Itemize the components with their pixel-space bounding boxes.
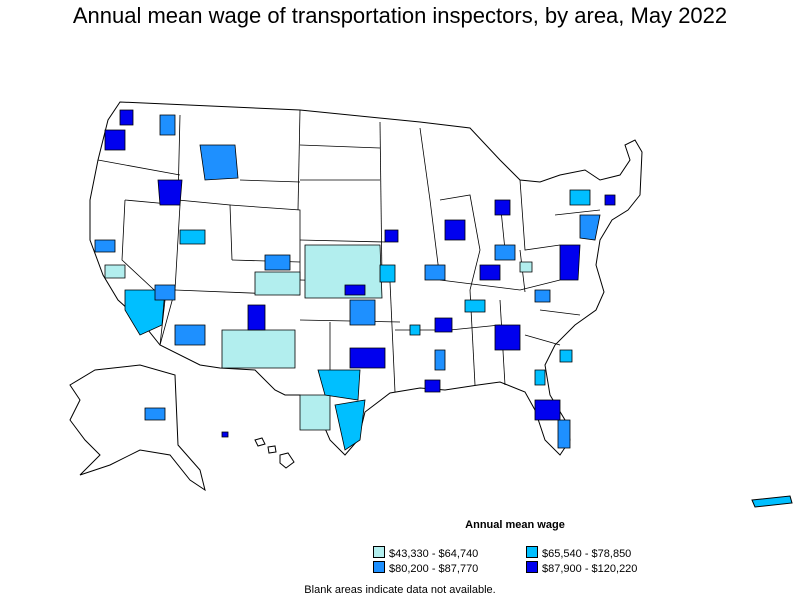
legend-swatch-3 xyxy=(373,561,385,573)
wage-areas-high xyxy=(94,114,601,449)
legend-swatch-4 xyxy=(526,561,538,573)
legend-swatch-2 xyxy=(526,546,538,558)
alaska-area xyxy=(144,407,166,421)
legend-item-1: $43,330 - $64,740 xyxy=(373,546,478,561)
footnote: Blank areas indicate data not available. xyxy=(304,584,496,596)
wage-areas-top xyxy=(104,109,616,438)
legend-title: Annual mean wage xyxy=(465,519,565,531)
legend-label-1: $43,330 - $64,740 xyxy=(389,548,479,560)
legend-label-4: $87,900 - $120,220 xyxy=(542,563,638,575)
hawaii-islands xyxy=(254,437,295,469)
legend-swatch-1 xyxy=(373,546,385,558)
puerto-rico xyxy=(751,495,793,508)
legend-label-3: $80,200 - $87,770 xyxy=(389,563,479,575)
alaska-outline xyxy=(69,364,206,492)
legend-item-4: $87,900 - $120,220 xyxy=(526,561,637,576)
legend-item-3: $80,200 - $87,770 xyxy=(373,561,478,576)
legend-item-2: $65,540 - $78,850 xyxy=(526,546,631,561)
wage-areas-mid xyxy=(124,189,591,451)
legend-label-2: $65,540 - $78,850 xyxy=(542,548,632,560)
map-title: Annual mean wage of transportation inspe… xyxy=(72,3,728,28)
